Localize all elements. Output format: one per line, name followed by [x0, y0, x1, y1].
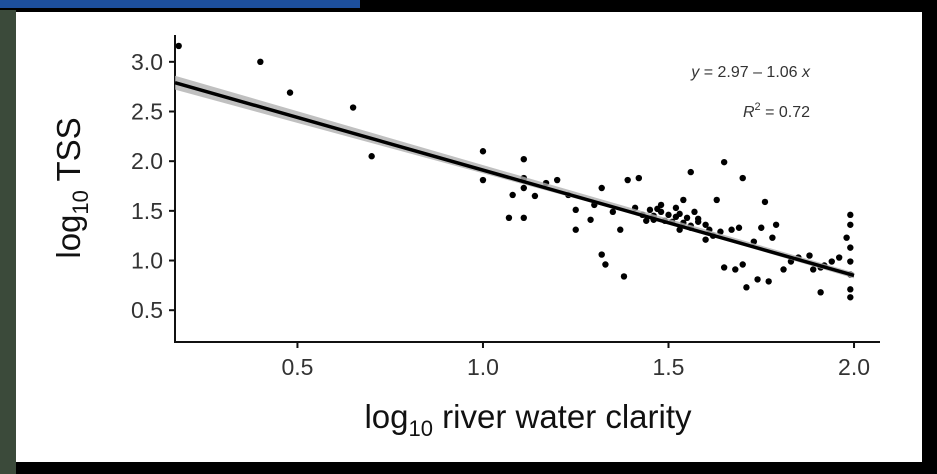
point: [817, 289, 824, 296]
r-squared-part: R: [743, 104, 755, 121]
point: [702, 236, 709, 243]
point: [520, 214, 527, 222]
point: [617, 226, 624, 233]
point: [680, 196, 687, 204]
point: [835, 254, 843, 261]
y-tick-label: 1.5: [131, 198, 163, 224]
point: [665, 211, 672, 219]
y-axis-title-part: 10: [68, 190, 93, 214]
x-axis-title-part: 10: [409, 416, 433, 441]
point: [828, 258, 835, 265]
point: [847, 294, 854, 301]
point: [758, 224, 765, 231]
x-axis-title-part: log: [364, 398, 408, 435]
x-tick-label: 1.5: [653, 354, 685, 380]
point: [847, 221, 854, 228]
point: [694, 215, 702, 223]
point: [368, 153, 375, 160]
point: [739, 174, 746, 182]
y-axis-title-part: log: [50, 215, 87, 259]
point: [531, 192, 539, 200]
point: [765, 278, 772, 285]
point: [635, 174, 643, 182]
point: [676, 210, 683, 218]
x-tick-label: 2.0: [838, 354, 870, 380]
point: [587, 216, 594, 223]
point: [572, 226, 579, 233]
equation-part: y: [690, 64, 700, 81]
y-axis-title: log10 TSS: [50, 117, 93, 258]
point: [598, 251, 605, 258]
point: [620, 273, 628, 280]
point: [772, 221, 780, 228]
equation-part: = 2.97 – 1.06: [699, 64, 802, 81]
point: [553, 176, 561, 184]
point: [602, 261, 609, 268]
point: [609, 208, 617, 216]
point: [847, 211, 854, 219]
x-axis-title: log10 river water clarity: [364, 398, 692, 441]
point: [257, 58, 264, 66]
point: [761, 198, 769, 206]
frame-accent: [0, 0, 360, 8]
fit-line: [174, 81, 855, 278]
point: [739, 261, 746, 268]
point: [479, 148, 487, 155]
point: [769, 234, 776, 241]
point: [520, 155, 527, 163]
point: [735, 224, 743, 231]
point: [646, 206, 654, 214]
y-tick-label: 1.0: [131, 248, 163, 274]
point: [720, 264, 728, 271]
y-tick-label: 3.0: [131, 49, 163, 75]
y-tick-label: 2.0: [131, 148, 163, 174]
point: [598, 184, 605, 192]
point: [643, 217, 650, 224]
point: [843, 234, 850, 241]
y-axis-title-part: TSS: [50, 117, 87, 190]
equation-part: x: [801, 64, 811, 81]
x-axis-title-part: river water clarity: [433, 398, 692, 435]
point: [572, 206, 579, 214]
point: [743, 284, 750, 291]
point: [728, 226, 735, 233]
background-strip: [0, 10, 16, 474]
r-squared-part: 2: [755, 101, 761, 113]
point: [349, 104, 357, 111]
point: [286, 89, 294, 96]
point: [505, 214, 513, 222]
r-squared: R2 = 0.72: [743, 101, 810, 121]
point: [717, 228, 724, 235]
point: [847, 286, 854, 293]
point: [520, 184, 527, 192]
point: [754, 276, 761, 283]
point: [847, 258, 854, 265]
point: [847, 244, 854, 251]
point: [720, 158, 728, 166]
r-squared-part: = 0.72: [761, 104, 810, 121]
point: [687, 168, 694, 176]
point: [702, 221, 709, 228]
point: [509, 191, 516, 199]
point: [683, 214, 691, 222]
point: [479, 176, 487, 184]
x-tick-label: 1.0: [467, 354, 499, 380]
equation: y = 2.97 – 1.06 x: [690, 64, 811, 81]
point: [624, 176, 631, 184]
point: [810, 266, 817, 273]
point: [713, 196, 720, 204]
point: [175, 42, 182, 50]
x-tick-label: 0.5: [281, 354, 313, 380]
point: [732, 266, 739, 273]
point: [672, 204, 680, 212]
y-tick-label: 0.5: [131, 297, 163, 323]
point: [806, 252, 813, 259]
y-tick-label: 2.5: [131, 99, 163, 125]
point: [780, 266, 787, 273]
point: [691, 208, 698, 216]
point: [654, 205, 661, 213]
